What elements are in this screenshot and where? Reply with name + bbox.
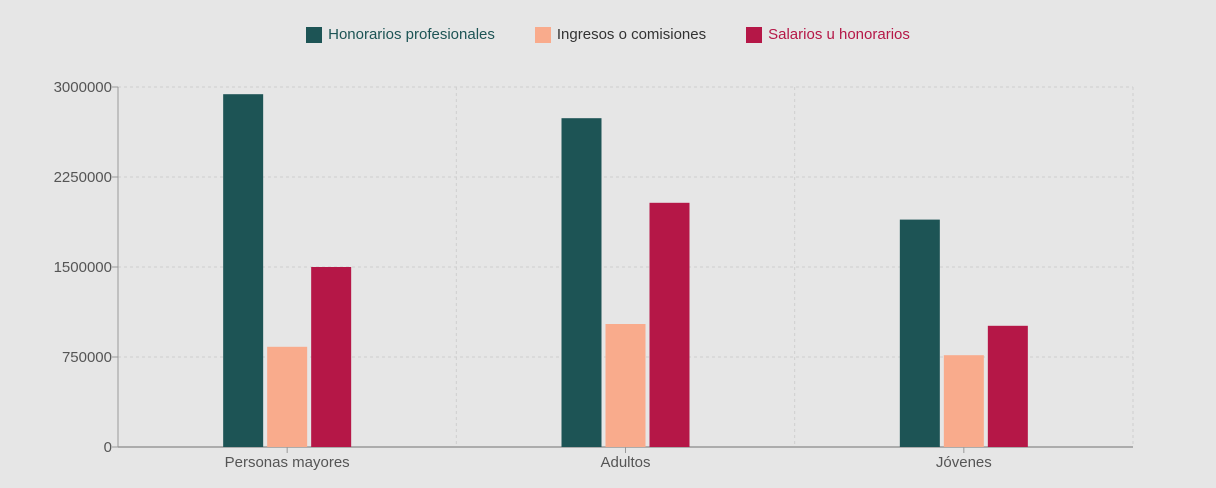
chart-legend: Honorarios profesionales Ingresos o comi…	[0, 26, 1216, 43]
bar-2-2	[987, 325, 1028, 447]
legend-swatch-salarios-u-honorarios	[746, 26, 763, 43]
y-tick-label-1: 750000	[62, 349, 112, 366]
bar-0-2	[899, 219, 940, 447]
legend-item-ingresos-o-comisiones[interactable]: Ingresos o comisiones	[534, 26, 707, 43]
bar-0-1	[561, 118, 602, 447]
legend-label-ingresos-o-comisiones: Ingresos o comisiones	[556, 26, 707, 43]
y-tick-label-0: 0	[104, 439, 112, 456]
legend-swatch-ingresos-o-comisiones	[534, 26, 551, 43]
legend-label-salarios-u-honorarios: Salarios u honorarios	[768, 26, 910, 43]
tick-labels: 0 750000 1500000 2250000 3000000 Personas may…	[54, 79, 992, 471]
legend-item-salarios-u-honorarios[interactable]: Salarios u honorarios	[746, 26, 910, 43]
legend-label-honorarios-profesionales: Honorarios profesionales	[328, 26, 495, 43]
y-tick-label-4: 3000000	[54, 79, 112, 96]
x-tick-label-2: Jóvenes	[936, 454, 992, 471]
x-tick-label-0: Personas mayores	[225, 454, 350, 471]
legend-item-honorarios-profesionales[interactable]: Honorarios profesionales	[306, 26, 495, 43]
y-tick-label-2: 1500000	[54, 259, 112, 276]
bar-1-2	[943, 355, 984, 447]
bars	[223, 94, 1028, 447]
bar-0-0	[223, 94, 264, 447]
bar-2-0	[311, 267, 352, 447]
legend-swatch-honorarios-profesionales	[306, 26, 323, 43]
x-tick-label-1: Adultos	[600, 454, 650, 471]
bar-1-0	[267, 346, 308, 447]
bar-2-1	[649, 202, 690, 447]
y-tick-label-3: 2250000	[54, 169, 112, 186]
bar-1-1	[605, 324, 646, 447]
